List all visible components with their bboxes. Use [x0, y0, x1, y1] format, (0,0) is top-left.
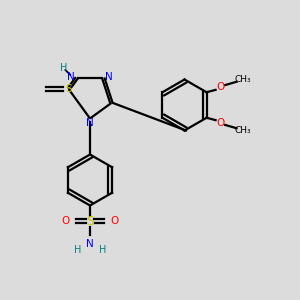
Text: H: H: [74, 245, 81, 255]
Text: H: H: [60, 63, 67, 73]
Text: O: O: [110, 216, 118, 226]
Text: N: N: [86, 118, 94, 128]
Text: CH₃: CH₃: [234, 126, 251, 135]
Text: S: S: [86, 214, 94, 228]
Text: CH₃: CH₃: [234, 75, 251, 84]
Text: O: O: [217, 118, 225, 128]
Text: H: H: [99, 245, 106, 255]
Text: O: O: [62, 216, 70, 226]
Text: N: N: [68, 72, 75, 82]
Text: N: N: [86, 239, 94, 249]
Text: S: S: [65, 84, 72, 94]
Text: N: N: [105, 72, 112, 82]
Text: O: O: [217, 82, 225, 92]
